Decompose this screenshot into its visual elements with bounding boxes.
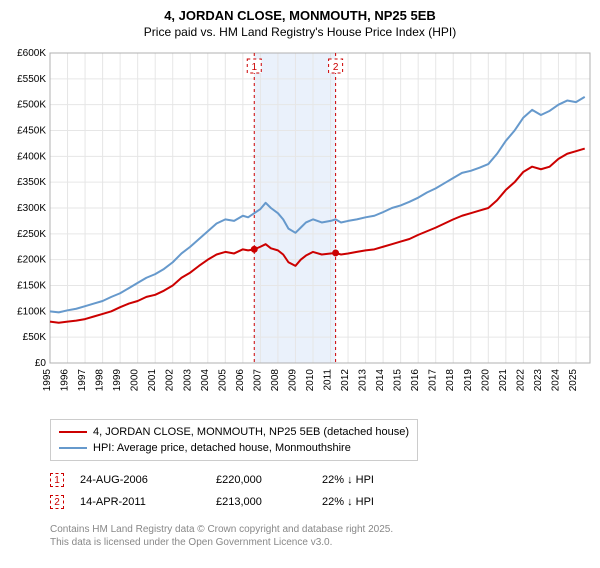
footer-attribution: Contains HM Land Registry data © Crown c…: [50, 523, 600, 549]
svg-text:2016: 2016: [410, 369, 421, 392]
svg-text:2006: 2006: [235, 369, 246, 392]
svg-text:2009: 2009: [287, 369, 298, 392]
chart-subtitle: Price paid vs. HM Land Registry's House …: [0, 25, 600, 39]
svg-text:2014: 2014: [375, 369, 386, 392]
svg-text:2024: 2024: [550, 369, 561, 392]
svg-text:£50K: £50K: [23, 332, 47, 343]
legend-label-1: 4, JORDAN CLOSE, MONMOUTH, NP25 5EB (det…: [93, 426, 409, 438]
marker-box-2: 2: [50, 495, 64, 509]
svg-text:£600K: £600K: [17, 48, 46, 59]
svg-text:2020: 2020: [480, 369, 491, 392]
legend-box: 4, JORDAN CLOSE, MONMOUTH, NP25 5EB (det…: [50, 419, 418, 461]
data-point-delta: 22% ↓ HPI: [322, 496, 412, 508]
data-point-date: 24-AUG-2006: [80, 474, 200, 486]
svg-text:2: 2: [333, 62, 339, 73]
svg-text:2025: 2025: [568, 369, 579, 392]
svg-text:£150K: £150K: [17, 281, 46, 292]
chart-container: 4, JORDAN CLOSE, MONMOUTH, NP25 5EB Pric…: [0, 8, 600, 568]
svg-text:2003: 2003: [182, 369, 193, 392]
legend-swatch-2: [59, 447, 87, 449]
svg-text:£400K: £400K: [17, 151, 46, 162]
svg-text:2018: 2018: [445, 369, 456, 392]
svg-text:1: 1: [251, 62, 257, 73]
footer-line-1: Contains HM Land Registry data © Crown c…: [50, 523, 600, 536]
footer-line-2: This data is licensed under the Open Gov…: [50, 536, 600, 549]
svg-text:1997: 1997: [77, 369, 88, 392]
svg-text:2010: 2010: [305, 369, 316, 392]
svg-text:2017: 2017: [428, 369, 439, 392]
svg-text:2005: 2005: [217, 369, 228, 392]
data-point-price: £220,000: [216, 474, 306, 486]
svg-text:£100K: £100K: [17, 306, 46, 317]
data-point-price: £213,000: [216, 496, 306, 508]
legend-row-2: HPI: Average price, detached house, Monm…: [59, 440, 409, 456]
chart-title: 4, JORDAN CLOSE, MONMOUTH, NP25 5EB: [0, 8, 600, 23]
svg-text:2008: 2008: [270, 369, 281, 392]
svg-text:£250K: £250K: [17, 229, 46, 240]
svg-text:2022: 2022: [515, 369, 526, 392]
legend-row-1: 4, JORDAN CLOSE, MONMOUTH, NP25 5EB (det…: [59, 424, 409, 440]
data-point-row: 2 14-APR-2011 £213,000 22% ↓ HPI: [50, 491, 600, 513]
data-point-row: 1 24-AUG-2006 £220,000 22% ↓ HPI: [50, 469, 600, 491]
svg-text:2023: 2023: [533, 369, 544, 392]
svg-text:£0: £0: [35, 358, 47, 369]
svg-text:1999: 1999: [112, 369, 123, 392]
svg-text:2013: 2013: [358, 369, 369, 392]
data-point-delta: 22% ↓ HPI: [322, 474, 412, 486]
data-point-date: 14-APR-2011: [80, 496, 200, 508]
svg-text:2004: 2004: [200, 369, 211, 392]
svg-text:£200K: £200K: [17, 255, 46, 266]
svg-text:£300K: £300K: [17, 203, 46, 214]
svg-text:£450K: £450K: [17, 126, 46, 137]
svg-text:2000: 2000: [130, 369, 141, 392]
marker-box-1: 1: [50, 473, 64, 487]
svg-text:2012: 2012: [340, 369, 351, 392]
svg-text:1995: 1995: [42, 369, 53, 392]
chart-area: £0 £50K £100K £150K £200K £250K £300K £350K £400…: [0, 43, 600, 413]
svg-text:£500K: £500K: [17, 100, 46, 111]
data-point-rows: 1 24-AUG-2006 £220,000 22% ↓ HPI 2 14-AP…: [50, 469, 600, 513]
svg-text:2001: 2001: [147, 369, 158, 392]
legend-label-2: HPI: Average price, detached house, Monm…: [93, 442, 351, 454]
svg-text:£550K: £550K: [17, 74, 46, 85]
svg-text:£350K: £350K: [17, 177, 46, 188]
svg-text:2007: 2007: [252, 369, 263, 392]
svg-text:2015: 2015: [393, 369, 404, 392]
svg-text:2021: 2021: [498, 369, 509, 392]
line-chart-svg: £0 £50K £100K £150K £200K £250K £300K £350K £400…: [0, 43, 600, 413]
svg-text:2019: 2019: [463, 369, 474, 392]
svg-text:2002: 2002: [165, 369, 176, 392]
legend-swatch-1: [59, 431, 87, 433]
svg-text:2011: 2011: [323, 369, 334, 391]
svg-text:1996: 1996: [60, 369, 71, 392]
svg-text:1998: 1998: [95, 369, 106, 392]
